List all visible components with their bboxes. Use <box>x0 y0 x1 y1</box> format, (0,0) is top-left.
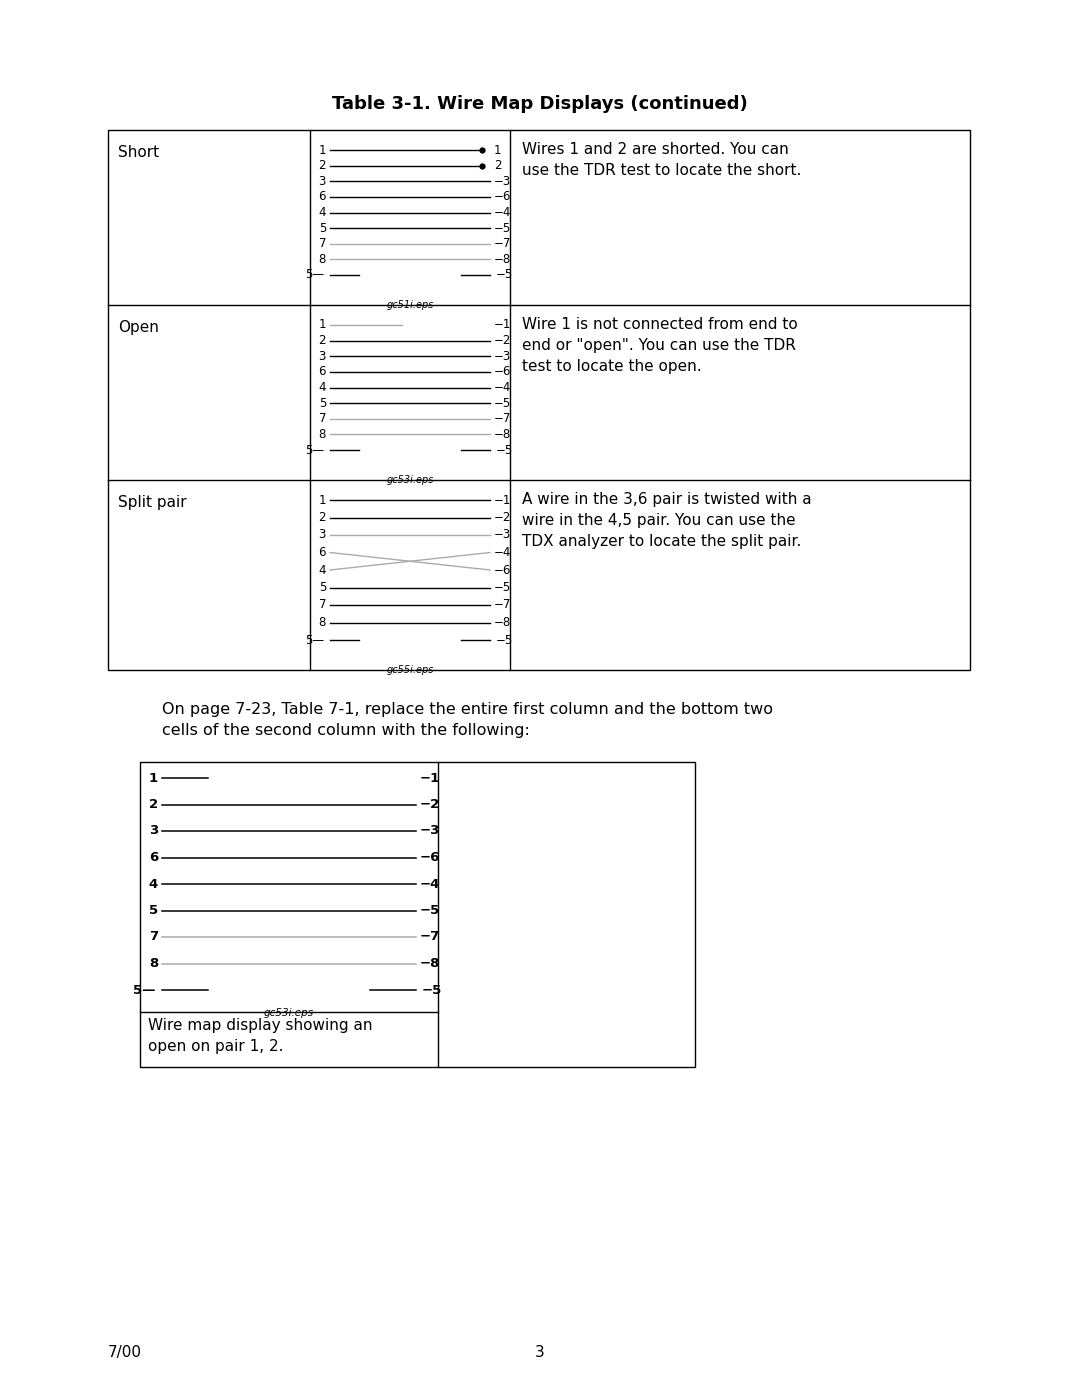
Text: Wire map display showing an
open on pair 1, 2.: Wire map display showing an open on pair… <box>148 1018 373 1053</box>
Text: −7: −7 <box>494 598 511 612</box>
Text: −3: −3 <box>494 349 511 363</box>
Text: 3: 3 <box>535 1345 545 1361</box>
Text: −6: −6 <box>494 190 511 204</box>
Bar <box>108 130 970 671</box>
Text: 4: 4 <box>319 563 326 577</box>
Text: −5: −5 <box>494 397 511 409</box>
Text: −3: −3 <box>494 175 511 187</box>
Text: gc55i.eps: gc55i.eps <box>387 665 434 675</box>
Text: −5: −5 <box>496 268 513 282</box>
Text: −3: −3 <box>420 824 441 837</box>
Text: −5: −5 <box>494 581 511 594</box>
Text: −2: −2 <box>494 334 511 346</box>
Text: Open: Open <box>118 320 159 335</box>
Text: 5: 5 <box>319 222 326 235</box>
Text: 3: 3 <box>319 528 326 542</box>
Text: Wire 1 is not connected from end to
end or "open". You can use the TDR
test to l: Wire 1 is not connected from end to end … <box>522 317 798 374</box>
Text: 8: 8 <box>319 253 326 265</box>
Text: Wires 1 and 2 are shorted. You can
use the TDR test to locate the short.: Wires 1 and 2 are shorted. You can use t… <box>522 142 801 177</box>
Text: −1: −1 <box>420 771 441 785</box>
Text: −5: −5 <box>494 222 511 235</box>
Text: 8: 8 <box>319 616 326 629</box>
Text: Short: Short <box>118 145 159 161</box>
Text: 6: 6 <box>319 546 326 559</box>
Text: 5—: 5— <box>305 443 324 457</box>
Text: 1: 1 <box>319 493 326 507</box>
Text: 6: 6 <box>149 851 158 863</box>
Text: −5: −5 <box>420 904 441 916</box>
Text: −8: −8 <box>494 427 511 441</box>
Text: Split pair: Split pair <box>118 495 187 510</box>
Text: 2: 2 <box>319 511 326 524</box>
Text: −8: −8 <box>494 253 511 265</box>
Text: 8: 8 <box>149 957 158 970</box>
Text: 7: 7 <box>319 412 326 425</box>
Text: 5—: 5— <box>134 983 156 996</box>
Text: gc53i.eps: gc53i.eps <box>264 1009 314 1018</box>
Text: 3: 3 <box>319 349 326 363</box>
Text: −8: −8 <box>494 616 511 629</box>
Bar <box>140 761 696 1067</box>
Text: −7: −7 <box>494 412 511 425</box>
Text: −5: −5 <box>422 983 442 996</box>
Text: 3: 3 <box>149 824 158 837</box>
Text: 5—: 5— <box>305 268 324 282</box>
Text: −2: −2 <box>420 798 441 812</box>
Text: Table 3-1. Wire Map Displays (continued): Table 3-1. Wire Map Displays (continued) <box>333 95 747 113</box>
Text: −8: −8 <box>420 957 441 970</box>
Text: 1: 1 <box>149 771 158 785</box>
Text: 2: 2 <box>149 798 158 812</box>
Text: 5: 5 <box>149 904 158 916</box>
Text: 6: 6 <box>319 366 326 379</box>
Text: −5: −5 <box>496 633 513 647</box>
Text: 5: 5 <box>319 581 326 594</box>
Text: −4: −4 <box>494 205 511 219</box>
Text: −7: −7 <box>494 237 511 250</box>
Text: −5: −5 <box>496 443 513 457</box>
Text: 7/00: 7/00 <box>108 1345 141 1361</box>
Text: −1: −1 <box>494 493 511 507</box>
Text: 4: 4 <box>319 205 326 219</box>
Text: 2: 2 <box>319 159 326 172</box>
Text: −7: −7 <box>420 930 441 943</box>
Text: 2: 2 <box>319 334 326 346</box>
Text: −6: −6 <box>420 851 441 863</box>
Text: 5—: 5— <box>305 633 324 647</box>
Text: 3: 3 <box>319 175 326 187</box>
Text: 5: 5 <box>319 397 326 409</box>
Text: −6: −6 <box>494 563 511 577</box>
Text: −2: −2 <box>494 511 511 524</box>
Text: −4: −4 <box>494 381 511 394</box>
Text: −6: −6 <box>494 366 511 379</box>
Text: On page 7-23, Table 7-1, replace the entire first column and the bottom two
cell: On page 7-23, Table 7-1, replace the ent… <box>162 703 773 738</box>
Text: 2: 2 <box>494 159 501 172</box>
Text: gc51i.eps: gc51i.eps <box>387 300 434 310</box>
Text: 1: 1 <box>494 144 501 156</box>
Text: 6: 6 <box>319 190 326 204</box>
Text: 4: 4 <box>319 381 326 394</box>
Text: 4: 4 <box>149 877 158 890</box>
Text: 7: 7 <box>319 598 326 612</box>
Text: 1: 1 <box>319 319 326 331</box>
Text: 7: 7 <box>149 930 158 943</box>
Text: 1: 1 <box>319 144 326 156</box>
Text: gc53i.eps: gc53i.eps <box>387 475 434 485</box>
Text: −1: −1 <box>494 319 511 331</box>
Text: −4: −4 <box>494 546 511 559</box>
Text: −3: −3 <box>494 528 511 542</box>
Text: A wire in the 3,6 pair is twisted with a
wire in the 4,5 pair. You can use the
T: A wire in the 3,6 pair is twisted with a… <box>522 492 812 549</box>
Text: 7: 7 <box>319 237 326 250</box>
Text: 8: 8 <box>319 427 326 441</box>
Text: −4: −4 <box>420 877 441 890</box>
